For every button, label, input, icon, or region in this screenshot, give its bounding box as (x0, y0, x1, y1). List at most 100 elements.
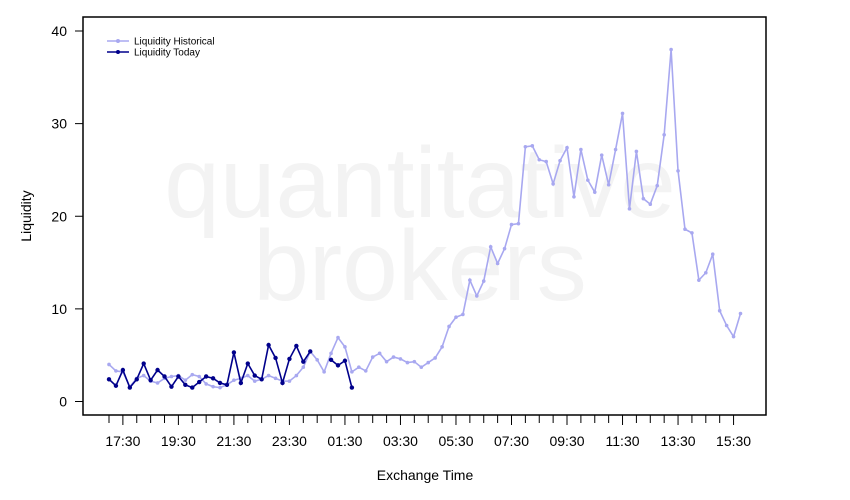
x-axis: 17:30 19:30 21:30 23:30 01:30 03:30 05:30 07:30… (105, 415, 751, 449)
today-point (231, 350, 237, 355)
historical-point (273, 376, 278, 381)
historical-point (509, 222, 514, 227)
today-point (335, 363, 341, 368)
historical-point (488, 245, 493, 249)
x-tick-label: 19:30 (161, 433, 196, 449)
historical-point (710, 252, 715, 257)
historical-point (245, 373, 250, 378)
series-liquidity-today (106, 342, 355, 390)
legend-marker (116, 39, 120, 43)
historical-point (447, 324, 451, 329)
historical-point (454, 315, 458, 320)
x-tick-label: 09:30 (549, 433, 584, 449)
historical-point (336, 335, 340, 340)
historical-point (676, 169, 680, 173)
historical-point (343, 345, 347, 349)
historical-point (350, 370, 354, 374)
today-point (113, 383, 119, 388)
legend-label: Liquidity Today (134, 48, 200, 59)
today-point (224, 382, 230, 388)
historical-point (252, 379, 257, 383)
historical-point (523, 144, 528, 149)
today-point (120, 367, 126, 373)
today-line (108, 342, 311, 390)
watermark-line-1: quantitative (164, 127, 675, 239)
y-tick-label: 0 (59, 394, 67, 410)
historical-point (398, 357, 403, 361)
historical-point (627, 207, 632, 211)
today-point (141, 361, 146, 366)
y-tick-label: 40 (51, 23, 67, 39)
today-point (203, 374, 209, 379)
historical-point (440, 345, 444, 349)
historical-point (426, 360, 431, 365)
today-point (176, 374, 181, 379)
x-tick-label: 01:30 (327, 433, 362, 449)
historical-point (204, 382, 208, 386)
historical-point (544, 159, 548, 164)
historical-point (370, 355, 375, 359)
historical-point (641, 196, 646, 201)
historical-point (266, 373, 271, 378)
today-point (183, 382, 188, 388)
legend-item: Liquidity Historical (107, 37, 215, 48)
historical-point (634, 149, 639, 154)
y-tick-label: 20 (51, 208, 67, 224)
x-tick-label: 07:30 (494, 433, 529, 449)
today-line (330, 359, 353, 388)
today-point (273, 355, 278, 361)
historical-point (474, 294, 479, 298)
today-point (190, 385, 195, 390)
legend-marker (116, 50, 120, 54)
today-point (245, 361, 250, 366)
legend-item: Liquidity Today (107, 48, 200, 59)
today-point (238, 380, 244, 386)
historical-point (377, 351, 382, 356)
historical-point (294, 373, 299, 378)
historical-point (405, 360, 410, 365)
today-point (134, 377, 139, 382)
historical-point (655, 183, 660, 188)
historical-point (579, 147, 583, 152)
x-tick-label: 11:30 (606, 433, 640, 449)
today-point (210, 376, 216, 381)
historical-point (232, 378, 236, 382)
x-tick-label: 13:30 (661, 433, 696, 449)
historical-point (391, 355, 396, 359)
today-point (252, 373, 257, 378)
y-axis: 0 10 20 30 40 (51, 23, 83, 410)
x-tick-label: 03:30 (383, 433, 418, 449)
x-tick-label: 21:30 (216, 433, 251, 449)
historical-point (669, 47, 673, 52)
historical-point (502, 246, 507, 251)
historical-point (592, 190, 597, 194)
today-point (259, 377, 264, 382)
historical-point (738, 311, 743, 316)
today-point (294, 343, 299, 349)
x-tick-label: 23:30 (272, 433, 307, 449)
today-point (148, 377, 153, 383)
historical-point (183, 378, 188, 382)
historical-point (412, 359, 417, 364)
historical-point (141, 373, 146, 378)
historical-point (301, 365, 306, 370)
historical-point (287, 379, 292, 383)
today-point (308, 349, 313, 354)
historical-point (724, 323, 729, 328)
today-point (342, 358, 348, 363)
historical-point (551, 182, 555, 186)
today-point (328, 357, 334, 363)
historical-point (197, 374, 202, 379)
historical-point (322, 370, 326, 374)
historical-point (530, 144, 535, 148)
series-liquidity-historical (107, 47, 743, 390)
historical-point (704, 270, 708, 275)
y-tick-label: 10 (51, 301, 67, 317)
historical-point (662, 132, 666, 137)
historical-point (481, 279, 486, 283)
historical-point (697, 278, 701, 282)
historical-point (495, 261, 500, 266)
x-tick-label: 15:30 (716, 433, 751, 449)
historical-point (731, 334, 736, 339)
today-point (287, 356, 292, 362)
